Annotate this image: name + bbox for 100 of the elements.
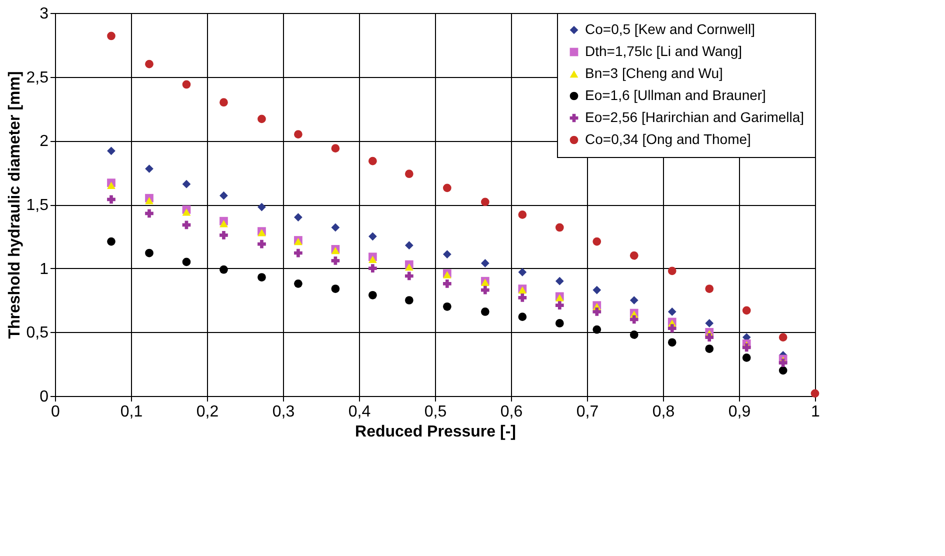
point	[555, 223, 564, 232]
point	[220, 220, 228, 228]
point	[778, 366, 788, 375]
x-tick-label: 0,1	[120, 404, 143, 420]
x-tick-label: 0,5	[424, 404, 447, 420]
point	[630, 296, 638, 304]
point	[705, 333, 714, 342]
x-tick-label: 0,7	[576, 404, 599, 420]
point	[442, 279, 452, 288]
point	[810, 389, 820, 398]
point	[518, 210, 527, 219]
point	[220, 98, 228, 107]
point	[107, 146, 116, 156]
point	[705, 284, 714, 293]
point	[368, 264, 377, 273]
point	[258, 202, 266, 212]
x-tick-label: 0,3	[272, 404, 295, 420]
x-axis-title: Reduced Pressure [-]	[355, 424, 516, 440]
y-tick-label: 0,5	[26, 324, 49, 342]
point	[480, 308, 490, 316]
y-tick-label: 1	[40, 260, 49, 278]
point	[294, 248, 302, 258]
point	[145, 209, 154, 218]
point	[742, 354, 751, 362]
point	[107, 182, 116, 189]
point	[630, 330, 638, 339]
y-axis-title: Threshold hydraulic diameter [mm]	[6, 71, 24, 339]
point	[145, 164, 154, 173]
point	[182, 80, 191, 89]
point	[331, 284, 340, 293]
point	[182, 208, 191, 216]
point	[592, 286, 602, 294]
point	[404, 263, 414, 271]
point	[742, 343, 751, 352]
point	[592, 325, 602, 334]
point	[630, 251, 638, 260]
y-tick-label: 3	[40, 6, 49, 22]
x-tick-label: 0,8	[652, 404, 675, 420]
point	[630, 315, 638, 324]
point	[145, 248, 154, 258]
x-tick-label: 0,9	[728, 404, 751, 420]
legend-label: Dth=1,75lc [Li and Wang]	[585, 43, 742, 59]
point	[182, 220, 191, 230]
point	[778, 333, 788, 342]
x-tick-label: 0,2	[196, 404, 219, 420]
x-tick-label: 0	[51, 404, 60, 420]
point	[742, 306, 751, 315]
point	[668, 266, 676, 276]
x-tick-label: 0,4	[348, 404, 371, 420]
point	[368, 232, 377, 241]
x-tick-label: 0,6	[500, 404, 523, 420]
point	[258, 273, 266, 282]
point	[404, 170, 414, 178]
point	[220, 191, 228, 200]
point	[220, 265, 228, 274]
point	[258, 114, 266, 124]
x-tick-label: 1	[811, 404, 820, 420]
y-tick-label: 1,5	[26, 197, 49, 214]
point	[518, 268, 527, 276]
point	[668, 324, 676, 333]
point	[555, 319, 564, 328]
point	[145, 197, 154, 204]
point	[258, 240, 266, 248]
y-tick-label: 2,5	[26, 69, 49, 86]
point	[294, 130, 302, 138]
point	[442, 302, 452, 311]
point	[294, 279, 302, 288]
point	[555, 276, 564, 286]
point	[107, 195, 116, 204]
point	[404, 272, 414, 280]
point	[480, 286, 490, 294]
point	[555, 301, 564, 310]
point	[294, 213, 302, 222]
legend-label: Co=0,34 [Ong and Thome]	[585, 131, 751, 147]
point	[220, 230, 228, 240]
point	[145, 60, 154, 68]
point	[705, 344, 714, 353]
legend-label: Eo=2,56 [Harirchian and Garimella]	[585, 109, 804, 125]
legend-label: Eo=1,6 [Ullman and Brauner]	[585, 87, 766, 103]
point	[368, 156, 377, 166]
legend-label: Bn=3 [Cheng and Wu]	[585, 65, 723, 81]
point	[705, 319, 714, 328]
point	[668, 338, 676, 347]
point	[182, 180, 191, 188]
point	[592, 308, 602, 316]
point	[404, 241, 414, 250]
point	[368, 256, 377, 264]
point	[592, 237, 602, 246]
point	[182, 258, 191, 266]
point	[442, 250, 452, 258]
point	[518, 294, 527, 302]
point	[778, 358, 788, 367]
point	[107, 237, 116, 246]
point	[107, 32, 116, 40]
point	[368, 290, 377, 300]
point	[668, 308, 676, 316]
point	[404, 296, 414, 304]
point	[331, 223, 340, 232]
point	[331, 144, 340, 152]
legend-label: Co=0,5 [Kew and Cornwell]	[585, 21, 756, 37]
